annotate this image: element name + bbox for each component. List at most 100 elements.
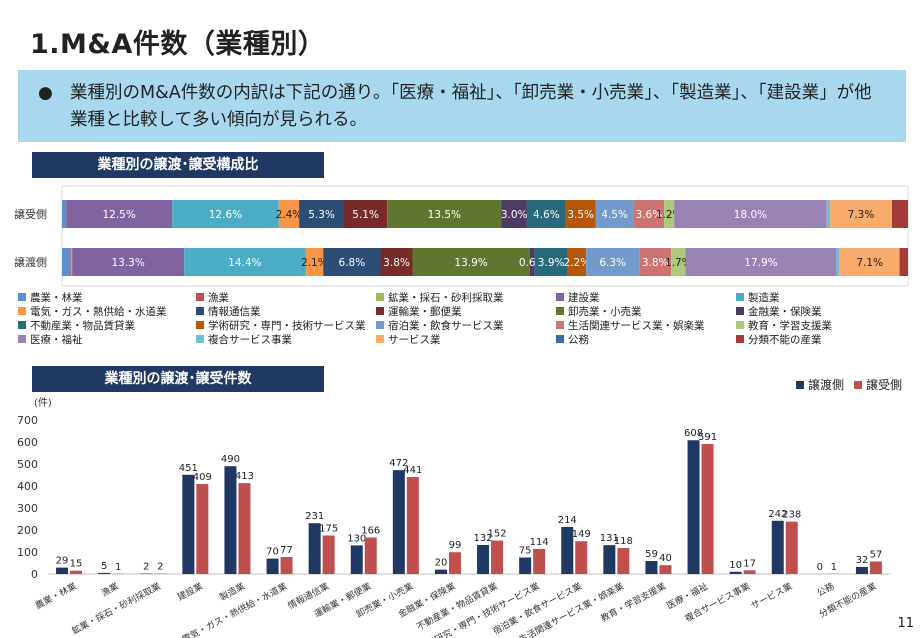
legend-swatch <box>376 335 384 343</box>
count-bar-value-label: 152 <box>488 529 507 540</box>
legend-item: 医療・福祉 <box>18 334 83 347</box>
stack-segment <box>839 248 900 276</box>
stack-segment <box>278 200 300 228</box>
count-bar <box>448 552 461 574</box>
stack-segment-label: 3.9% <box>538 257 565 269</box>
count-bar-value-label: 591 <box>698 432 717 443</box>
stack-segment <box>172 200 279 228</box>
legend-item: 生活関連サービス業・娯楽業 <box>556 320 705 333</box>
stack-segment <box>685 248 837 276</box>
counts-section-header: 業種別の譲渡･譲受件数 <box>32 366 324 392</box>
count-bar-value-label: 17 <box>743 558 756 569</box>
y-tick-label: 700 <box>17 414 38 427</box>
stack-segment <box>633 200 665 228</box>
legend-label: 卸売業・小売業 <box>568 306 642 318</box>
stack-segment <box>674 200 827 228</box>
count-bar-value-label: 99 <box>449 540 462 551</box>
count-bar-value-label: 59 <box>645 549 658 560</box>
stack-segment <box>70 248 72 276</box>
count-bar <box>477 544 490 574</box>
count-bar-value-label: 175 <box>319 524 338 535</box>
stack-segment <box>344 200 388 228</box>
stack-segment <box>639 248 672 276</box>
count-bar <box>855 566 868 574</box>
legend-swatch <box>196 335 204 343</box>
count-bar-value-label: 1 <box>831 562 837 573</box>
x-category-label: 建設業 <box>175 580 204 603</box>
stack-category-label: 譲渡側 <box>14 255 47 269</box>
count-bar-value-label: 57 <box>870 549 883 560</box>
stack-segment-label: 2.2% <box>564 257 591 269</box>
legend-swatch <box>556 335 564 343</box>
page-number: 11 <box>897 616 914 631</box>
legend-label: 分類不能の産業 <box>748 334 822 346</box>
legend-item: 複合サービス事業 <box>196 334 292 347</box>
legend-swatch <box>736 307 744 315</box>
count-bar-value-label: 29 <box>56 556 69 567</box>
legend-label: 教育・学習支援業 <box>748 320 832 332</box>
stack-segment-label: 14.4% <box>228 257 261 269</box>
legend-item: 宿泊業・飲食サービス業 <box>376 320 504 333</box>
count-bar <box>434 569 447 574</box>
x-category-label: 農業・林業 <box>33 580 78 612</box>
count-bar-value-label: 118 <box>614 536 633 547</box>
legend-swatch <box>18 321 26 329</box>
count-bar-value-label: 472 <box>389 458 408 469</box>
count-bar <box>743 570 756 574</box>
stack-segment-label: 12.5% <box>102 209 135 221</box>
legend-item: 漁業 <box>196 292 229 305</box>
legend-item: 卸売業・小売業 <box>556 306 642 319</box>
legend-label: 建設業 <box>568 292 600 304</box>
count-bar <box>56 567 69 574</box>
count-bar-value-label: 15 <box>70 559 83 570</box>
y-tick-label: 300 <box>17 502 38 515</box>
count-bar <box>869 561 882 574</box>
y-tick-label: 500 <box>17 458 38 471</box>
stack-segment-label: 13.3% <box>111 257 144 269</box>
count-bar <box>182 474 195 574</box>
legend-label: 医療・福祉 <box>30 334 83 346</box>
count-bar-value-label: 242 <box>768 509 787 520</box>
stack-segment-label: 17.9% <box>744 257 777 269</box>
count-bar <box>687 440 700 574</box>
count-bar-value-label: 114 <box>530 537 549 548</box>
stack-category-label: 譲受側 <box>14 207 47 221</box>
count-bar <box>350 545 363 574</box>
stack-segment <box>595 200 634 228</box>
count-bar-value-label: 149 <box>572 529 591 540</box>
count-bar <box>561 526 574 574</box>
count-bar <box>729 571 742 574</box>
stack-segment <box>826 200 831 228</box>
stack-segment-label: 5.1% <box>352 209 379 221</box>
count-bar <box>659 565 672 574</box>
bullet-icon: ● <box>38 83 53 103</box>
legend-swatch <box>736 321 744 329</box>
stack-segment <box>565 200 596 228</box>
stack-segment <box>387 200 502 228</box>
stack-segment-label: 1.7% <box>665 257 692 269</box>
y-tick-label: 600 <box>17 436 38 449</box>
composition-legend: 農業・林業 漁業 鉱業・採石・砂利採取業 建設業 製造業 電気・ガス・熱供給・水道業 情報通… <box>18 292 918 352</box>
legend-swatch <box>376 307 384 315</box>
stack-segment <box>836 248 840 276</box>
count-bar-value-label: 10 <box>729 560 742 571</box>
legend-item: サービス業 <box>376 334 441 347</box>
x-category-label: 複合サービス事業 <box>683 580 752 624</box>
legend-label: サービス業 <box>388 334 441 346</box>
count-bar-value-label: 20 <box>435 558 448 569</box>
x-category-label: 教育・学習支援業 <box>599 580 668 624</box>
legend-item: 教育・学習支援業 <box>736 320 832 333</box>
legend-label: 農業・林業 <box>30 292 83 304</box>
legend-label: 学術研究・専門・技術サービス業 <box>208 320 366 332</box>
stack-segment-label: 18.0% <box>734 209 767 221</box>
count-bar <box>98 572 111 574</box>
legend-swatch <box>736 293 744 301</box>
legend-label: 漁業 <box>208 292 229 304</box>
count-bar <box>196 484 209 574</box>
count-bar <box>364 537 377 574</box>
legend-label: 生活関連サービス業・娯楽業 <box>568 320 705 332</box>
count-bar-value-label: 214 <box>558 515 577 526</box>
stack-segment-label: 4.6% <box>533 209 560 221</box>
count-bar <box>771 520 784 574</box>
